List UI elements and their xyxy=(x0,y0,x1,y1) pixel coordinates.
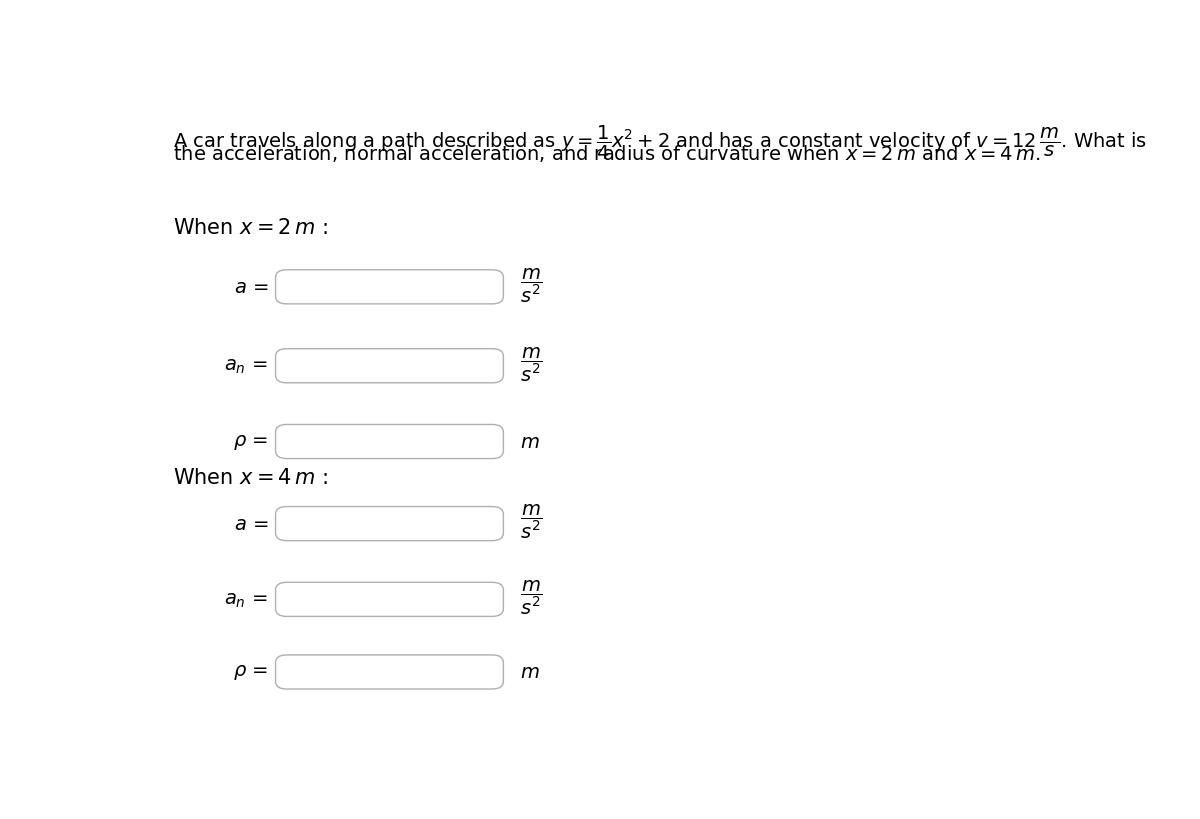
FancyBboxPatch shape xyxy=(276,270,504,305)
Text: When $x = 4\,m$ :: When $x = 4\,m$ : xyxy=(173,467,328,487)
Text: the acceleration, normal acceleration, and radius of curvature when $x = 2\,m$ a: the acceleration, normal acceleration, a… xyxy=(173,143,1040,164)
Text: $\dfrac{m}{s^2}$: $\dfrac{m}{s^2}$ xyxy=(520,345,542,383)
FancyBboxPatch shape xyxy=(276,349,504,383)
Text: $\rho$ =: $\rho$ = xyxy=(233,663,268,681)
Text: $\dfrac{m}{s^2}$: $\dfrac{m}{s^2}$ xyxy=(520,502,542,541)
FancyBboxPatch shape xyxy=(276,655,504,689)
Text: $\dfrac{m}{s^2}$: $\dfrac{m}{s^2}$ xyxy=(520,578,542,617)
Text: $m$: $m$ xyxy=(520,432,540,451)
Text: When $x = 2\,m$ :: When $x = 2\,m$ : xyxy=(173,218,328,238)
Text: $a_n$ =: $a_n$ = xyxy=(224,590,268,609)
FancyBboxPatch shape xyxy=(276,425,504,459)
FancyBboxPatch shape xyxy=(276,582,504,617)
Text: $a$ =: $a$ = xyxy=(234,514,268,533)
FancyBboxPatch shape xyxy=(276,507,504,541)
Text: $a$ =: $a$ = xyxy=(234,278,268,297)
Text: $\rho$ =: $\rho$ = xyxy=(233,432,268,451)
Text: $m$: $m$ xyxy=(520,663,540,681)
Text: $\dfrac{m}{s^2}$: $\dfrac{m}{s^2}$ xyxy=(520,265,542,304)
Text: $a_n$ =: $a_n$ = xyxy=(224,357,268,376)
Text: A car travels along a path described as $y = \dfrac{1}{4}x^2 + 2$ and has a cons: A car travels along a path described as … xyxy=(173,124,1147,161)
